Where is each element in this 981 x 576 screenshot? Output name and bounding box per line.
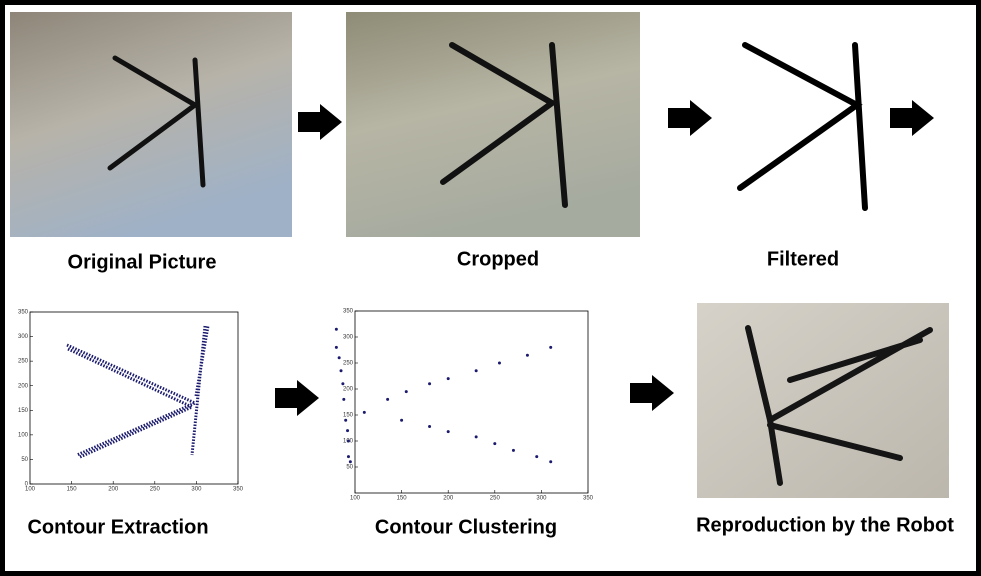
filtered-picture [737, 42, 868, 211]
point [346, 439, 350, 443]
point [339, 369, 343, 373]
point [511, 448, 515, 452]
x-tick-label: 100 [25, 487, 36, 493]
point [362, 410, 366, 414]
point [525, 353, 529, 357]
point [346, 455, 350, 459]
point [337, 356, 341, 360]
x-tick-label: 350 [583, 496, 594, 502]
point [474, 435, 478, 439]
y-tick-label: 250 [18, 359, 29, 365]
cropped-picture [346, 12, 640, 237]
contour-plot [29, 311, 239, 485]
point [342, 397, 346, 401]
point [549, 345, 553, 349]
robot-picture [697, 303, 949, 498]
x-tick-label: 300 [191, 487, 202, 493]
x-tick-label: 150 [67, 487, 78, 493]
point [428, 382, 432, 386]
y-tick-label: 250 [343, 361, 354, 367]
y-tick-label: 200 [18, 383, 29, 389]
x-tick-label: 250 [150, 487, 161, 493]
caption: Filtered [767, 248, 839, 270]
point [446, 430, 450, 434]
x-tick-label: 200 [443, 496, 454, 502]
y-tick-label: 200 [343, 387, 354, 393]
point [446, 377, 450, 381]
point [400, 418, 404, 422]
point [334, 345, 338, 349]
point [334, 327, 338, 331]
point [344, 418, 348, 422]
y-tick-label: 100 [18, 432, 29, 438]
point [497, 361, 501, 365]
point [493, 442, 497, 446]
point [348, 460, 352, 464]
y-tick-label: 350 [343, 309, 354, 315]
y-tick-label: 300 [18, 334, 29, 340]
y-tick-label: 300 [343, 335, 354, 341]
point [474, 369, 478, 373]
x-tick-label: 350 [233, 487, 244, 493]
y-tick-label: 150 [343, 413, 354, 419]
y-tick-label: 50 [346, 465, 353, 471]
original-picture [10, 12, 292, 237]
point [535, 455, 539, 459]
x-tick-label: 150 [397, 496, 408, 502]
point [404, 390, 408, 394]
caption: Contour Clustering [375, 516, 557, 538]
x-tick-label: 200 [108, 487, 119, 493]
point [549, 460, 553, 464]
y-tick-label: 0 [25, 482, 29, 488]
point [428, 424, 432, 428]
y-tick-label: 50 [21, 457, 28, 463]
caption: Original Picture [68, 251, 217, 273]
point [346, 429, 350, 433]
y-tick-label: 150 [18, 408, 29, 414]
x-tick-label: 250 [490, 496, 501, 502]
cluster-plot [354, 310, 589, 494]
x-tick-label: 100 [350, 496, 361, 502]
caption: Reproduction by the Robot [696, 514, 954, 536]
y-tick-label: 350 [18, 310, 29, 316]
point [386, 397, 390, 401]
point [341, 382, 345, 386]
caption: Cropped [457, 248, 539, 270]
caption: Contour Extraction [27, 516, 208, 538]
x-tick-label: 300 [536, 496, 547, 502]
